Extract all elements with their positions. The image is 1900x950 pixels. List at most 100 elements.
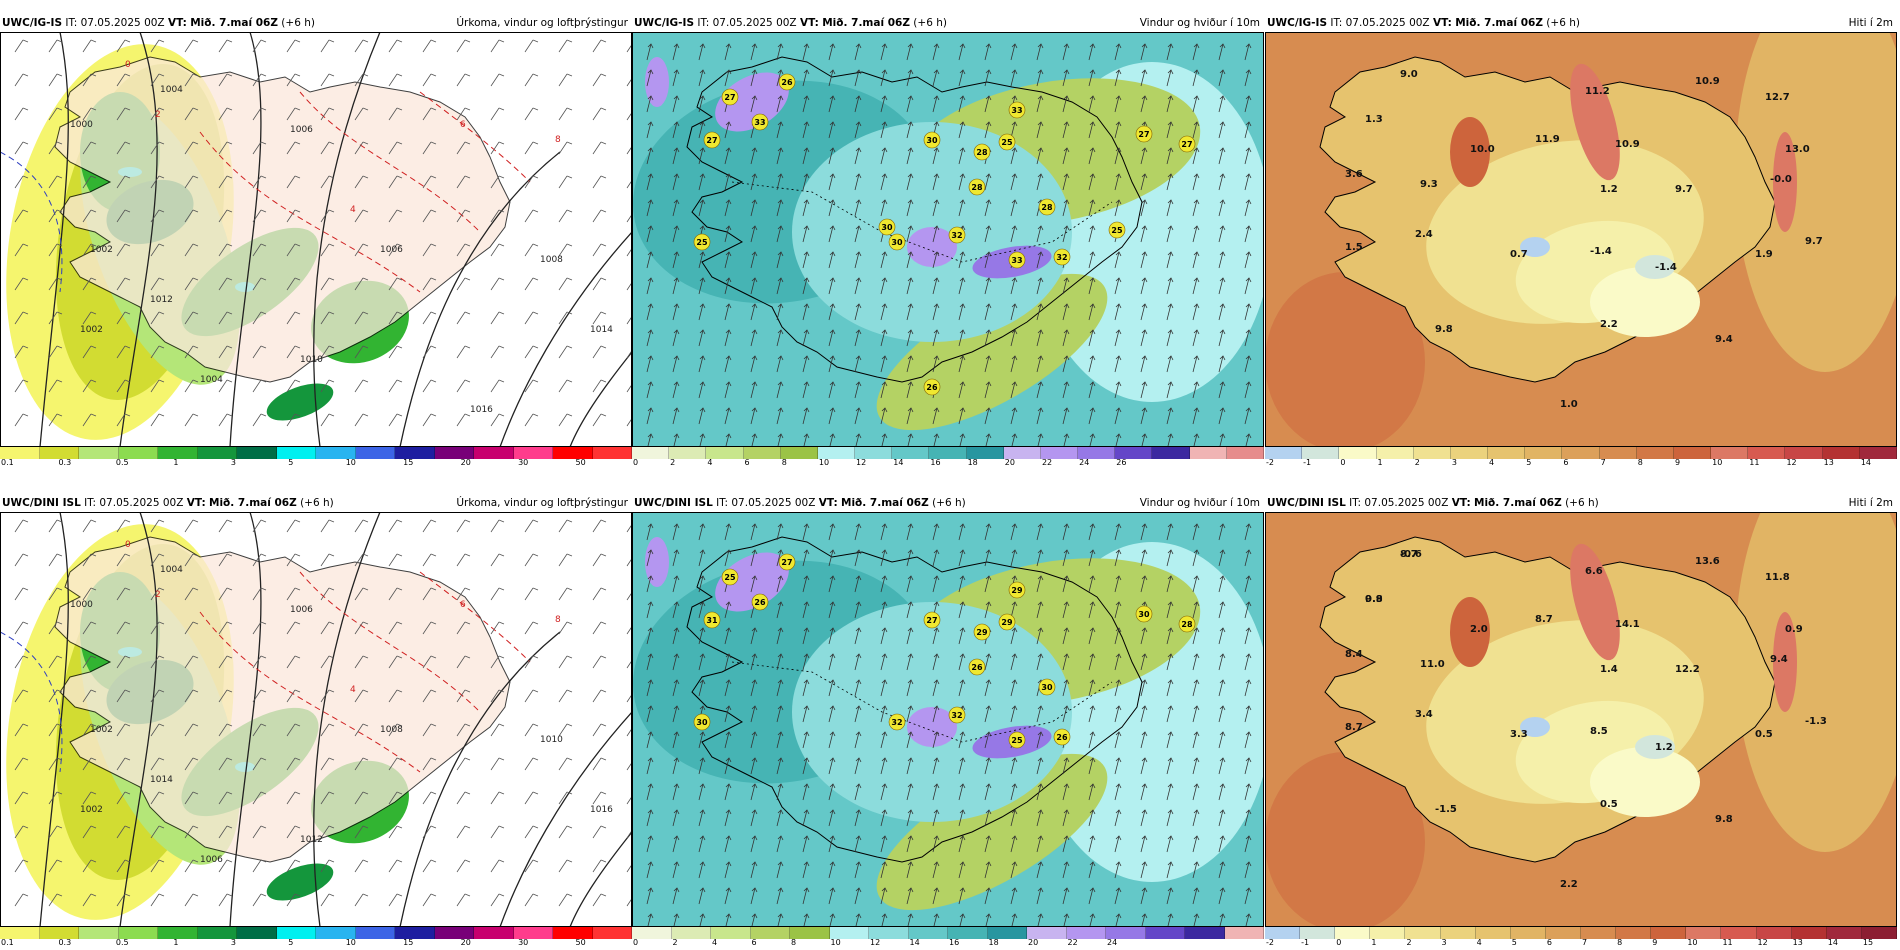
wind-arrow bbox=[854, 575, 862, 593]
temp-area bbox=[1735, 512, 1897, 852]
wind-barb bbox=[354, 379, 369, 393]
model-name: UWC/IG-IS bbox=[2, 17, 63, 29]
wind-barb bbox=[150, 413, 165, 427]
wind-barb bbox=[48, 689, 63, 703]
gust-marker: 27 bbox=[923, 611, 941, 629]
colorbar-swatch bbox=[0, 447, 40, 459]
wind-arrow bbox=[906, 861, 914, 879]
wind-arrow bbox=[1192, 277, 1200, 295]
colorbar-swatch bbox=[1370, 927, 1406, 939]
wind-barb bbox=[490, 791, 505, 805]
wind-arrow bbox=[1010, 225, 1018, 243]
wind-arrow bbox=[1244, 627, 1252, 645]
isobar-label: 1006 bbox=[380, 245, 403, 255]
wind-arrow bbox=[1192, 861, 1200, 879]
wind-barb bbox=[82, 553, 97, 567]
wind-arrow bbox=[855, 433, 862, 447]
colorbar-tick-label: 1 bbox=[173, 938, 179, 947]
wind-barb bbox=[48, 859, 63, 873]
wind-barb bbox=[592, 689, 607, 703]
wind-arrow bbox=[724, 887, 732, 905]
wind-barb bbox=[592, 311, 607, 325]
variable-title: Úrkoma, vindur og loftþrýstingur bbox=[456, 17, 628, 29]
colorbar-swatch bbox=[513, 447, 553, 459]
wind-arrow bbox=[880, 887, 888, 905]
wind-barb bbox=[82, 723, 97, 737]
colorbar-swatch bbox=[966, 447, 1004, 459]
colorbar-tick-label: 15 bbox=[403, 458, 414, 467]
wind-barb bbox=[82, 655, 97, 669]
svg-text:33: 33 bbox=[1011, 106, 1022, 115]
wind-arrow bbox=[750, 329, 758, 347]
colorbar-tick-label: 7 bbox=[1582, 938, 1588, 947]
wind-barb bbox=[388, 345, 403, 359]
temperature-value: 8.7 bbox=[1345, 722, 1363, 733]
wind-arrow bbox=[672, 601, 680, 619]
wind-arrow bbox=[1244, 757, 1252, 775]
wind-arrow bbox=[672, 173, 680, 191]
wind-barb bbox=[524, 277, 539, 291]
wind-arrow bbox=[1166, 43, 1174, 61]
wind-arrow bbox=[1036, 355, 1044, 373]
wind-arrow bbox=[932, 523, 940, 541]
colorbar-swatch bbox=[1003, 447, 1041, 459]
wind-gust-area bbox=[645, 57, 669, 107]
temp-area-cold bbox=[1635, 735, 1675, 759]
colorbar-swatch bbox=[1066, 927, 1106, 939]
wind-barb bbox=[184, 277, 199, 291]
wind-barb bbox=[354, 209, 369, 223]
gust-marker: 30 bbox=[888, 233, 906, 251]
wind-arrow bbox=[802, 809, 810, 827]
wind-arrow bbox=[646, 277, 654, 295]
temperature-value: 1.0 bbox=[1560, 399, 1578, 410]
wind-arrow bbox=[1166, 705, 1174, 723]
gust-marker: 26 bbox=[923, 378, 941, 396]
wind-arrow bbox=[1062, 43, 1070, 61]
colorbar-tick-label: 26 bbox=[1116, 458, 1127, 467]
wind-arrow bbox=[1088, 121, 1096, 139]
variable-title: Úrkoma, vindur og loftþrýstingur bbox=[456, 497, 628, 509]
wind-arrow bbox=[1036, 329, 1044, 347]
header-run-info: UWC/DINI ISL IT: 07.05.2025 00Z VT: Mið.… bbox=[1267, 494, 1599, 512]
wind-barb bbox=[558, 277, 573, 291]
vt-label: VT: bbox=[167, 17, 187, 29]
wind-barb bbox=[456, 723, 471, 737]
svg-text:25: 25 bbox=[724, 573, 736, 582]
svg-text:30: 30 bbox=[1041, 683, 1053, 692]
colorbar-swatch bbox=[1721, 927, 1757, 939]
wind-barb bbox=[116, 141, 131, 155]
wind-arrow bbox=[828, 277, 836, 295]
wind-arrow bbox=[698, 355, 706, 373]
wind-arrow bbox=[1244, 329, 1252, 347]
wind-arrow bbox=[880, 355, 888, 373]
gust-marker: 27 bbox=[1135, 125, 1153, 143]
wind-barb bbox=[48, 893, 63, 907]
wind-barb bbox=[354, 39, 369, 53]
wind-arrow bbox=[880, 835, 888, 853]
wind-arrow bbox=[1218, 381, 1226, 399]
gust-marker: 32 bbox=[948, 706, 966, 724]
wind-barb bbox=[184, 791, 199, 805]
wind-barb bbox=[490, 689, 505, 703]
colorbar-swatch bbox=[1861, 927, 1897, 939]
colorbar-swatch bbox=[39, 447, 79, 459]
wind-barb bbox=[524, 757, 539, 771]
colorbar-tick-label: 9 bbox=[1652, 938, 1658, 947]
wind-arrow bbox=[932, 225, 940, 243]
wind-arrow bbox=[828, 303, 836, 321]
wind-arrow bbox=[1166, 679, 1174, 697]
wind-barb bbox=[218, 311, 233, 325]
wind-arrow bbox=[1088, 705, 1096, 723]
wind-arrow bbox=[646, 549, 654, 567]
wind-barb bbox=[184, 587, 199, 601]
wind-arrow bbox=[1218, 121, 1226, 139]
wind-arrow bbox=[802, 757, 810, 775]
colorbar-swatch bbox=[79, 447, 119, 459]
wind-arrow bbox=[984, 731, 992, 749]
colorbar-tick-label: 0.3 bbox=[58, 458, 72, 467]
wind-barb bbox=[422, 277, 437, 291]
temperature-value: -1.3 bbox=[1805, 716, 1827, 727]
wind-barb bbox=[116, 587, 131, 601]
wind-arrow bbox=[984, 43, 992, 61]
wind-arrow bbox=[1010, 69, 1018, 87]
